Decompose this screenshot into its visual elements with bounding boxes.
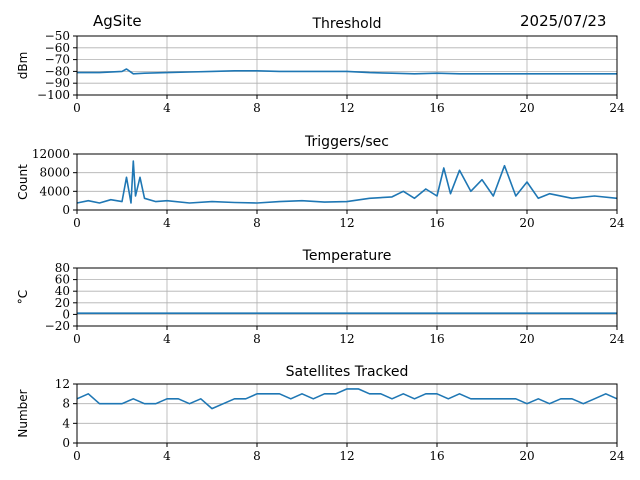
triggers-sec-xtick-label: 8 xyxy=(253,216,261,230)
threshold-xtick-label: 0 xyxy=(73,101,81,115)
site-name: AgSite xyxy=(93,12,142,30)
temperature-xtick-label: 16 xyxy=(429,332,444,346)
satellites-tracked-ytick-label: 8 xyxy=(62,397,70,411)
threshold-ytick-label: −100 xyxy=(37,88,70,102)
satellites-tracked-xtick-label: 12 xyxy=(339,449,354,463)
temperature-ytick-label: 0 xyxy=(62,307,70,321)
triggers-sec-xtick-label: 4 xyxy=(163,216,171,230)
satellites-tracked-xtick-label: 20 xyxy=(519,449,534,463)
threshold-ytick-label: −60 xyxy=(45,41,70,55)
temperature-ytick-label: 60 xyxy=(55,273,70,287)
triggers-sec-ylabel: Count xyxy=(16,164,30,200)
satellites-tracked-ytick-label: 12 xyxy=(55,377,70,391)
threshold-xtick-label: 20 xyxy=(519,101,534,115)
threshold-ytick-label: −80 xyxy=(45,64,70,78)
temperature-xtick-label: 0 xyxy=(73,332,81,346)
triggers-sec-ytick-label: 8000 xyxy=(39,166,70,180)
temperature-title: Temperature xyxy=(302,248,392,264)
threshold-xtick-label: 24 xyxy=(609,101,625,115)
triggers-sec-ytick-label: 12000 xyxy=(32,147,70,161)
triggers-sec-xtick-label: 16 xyxy=(429,216,444,230)
temperature-ytick-label: 40 xyxy=(55,284,70,298)
threshold-title: Threshold xyxy=(312,16,382,32)
satellites-tracked-panel: 0 4 8 12 16 20 24 0 4 8 12 Satellites Tracked Number xyxy=(16,364,625,463)
triggers-sec-panel: 0 4 8 12 16 20 24 0 4000 8000 12000 Triggers/sec Cou… xyxy=(16,134,625,230)
triggers-sec-xtick-label: 0 xyxy=(73,216,81,230)
triggers-sec-xtick-label: 20 xyxy=(519,216,534,230)
threshold-ytick-label: −50 xyxy=(45,29,70,43)
satellites-tracked-ylabel: Number xyxy=(16,389,30,437)
satellites-tracked-xtick-label: 0 xyxy=(73,449,81,463)
triggers-sec-xtick-label: 24 xyxy=(609,216,625,230)
triggers-sec-title: Triggers/sec xyxy=(304,134,389,150)
threshold-xtick-label: 12 xyxy=(339,101,354,115)
temperature-xtick-label: 4 xyxy=(163,332,171,346)
satellites-tracked-ytick-label: 4 xyxy=(62,416,70,430)
satellites-tracked-xtick-label: 8 xyxy=(253,449,261,463)
satellites-tracked-xtick-label: 24 xyxy=(609,449,625,463)
threshold-ytick-label: −90 xyxy=(45,76,70,90)
satellites-tracked-ytick-label: 0 xyxy=(62,436,70,450)
report-date: 2025/07/23 xyxy=(520,12,607,30)
satellites-tracked-series-line xyxy=(76,388,618,410)
temperature-xtick-label: 12 xyxy=(339,332,354,346)
temperature-ylabel: °C xyxy=(16,290,30,304)
temperature-ytick-label: 80 xyxy=(55,261,70,275)
temperature-xtick-label: 8 xyxy=(253,332,261,346)
threshold-xtick-label: 8 xyxy=(253,101,261,115)
satellites-tracked-title: Satellites Tracked xyxy=(286,364,409,380)
threshold-ylabel: dBm xyxy=(16,52,30,80)
satellites-tracked-xtick-label: 16 xyxy=(429,449,444,463)
temperature-ytick-label: 20 xyxy=(55,296,70,310)
threshold-panel: 0 4 8 12 16 20 24 −100−90−80−70−60−50 Threshold d… xyxy=(16,16,625,115)
temperature-ytick-label: −20 xyxy=(45,319,70,333)
satellites-tracked-xtick-label: 4 xyxy=(163,449,171,463)
triggers-sec-xtick-label: 12 xyxy=(339,216,354,230)
temperature-xtick-label: 24 xyxy=(609,332,625,346)
triggers-sec-ytick-label: 0 xyxy=(62,203,70,217)
temperature-xtick-label: 20 xyxy=(519,332,534,346)
threshold-ytick-label: −70 xyxy=(45,53,70,67)
threshold-xtick-label: 16 xyxy=(429,101,444,115)
triggers-sec-ytick-label: 4000 xyxy=(39,184,70,198)
threshold-xtick-label: 4 xyxy=(163,101,171,115)
